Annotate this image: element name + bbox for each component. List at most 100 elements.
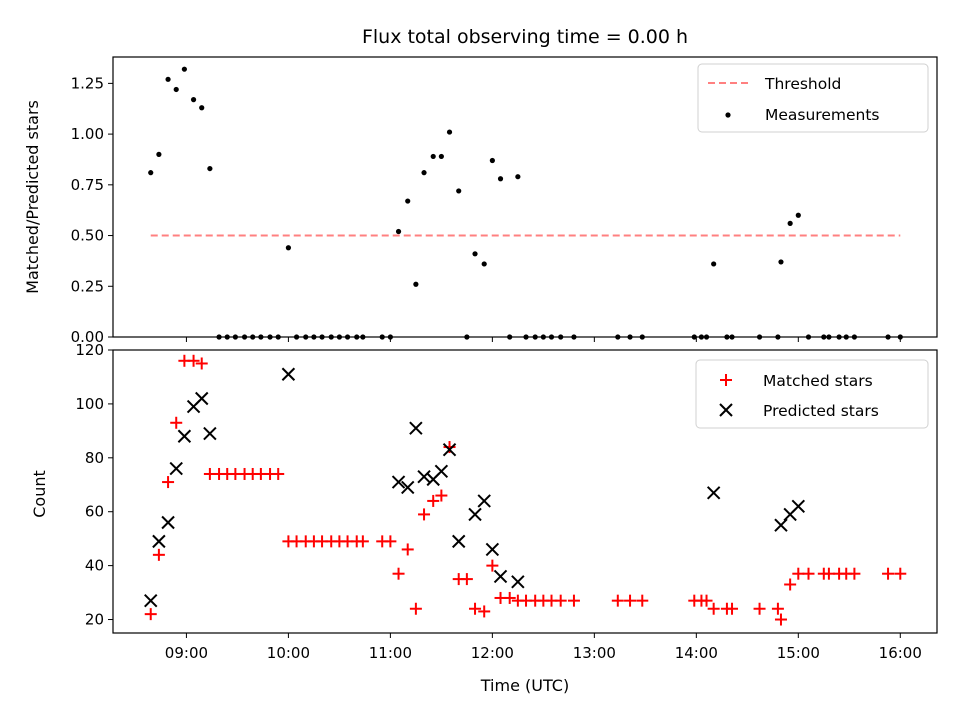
- bottom-plot-frame: [112, 349, 938, 634]
- predicted-star-point: [195, 391, 209, 406]
- bottom-x-tick-label: 09:00: [165, 644, 208, 662]
- measurement-point: [795, 212, 801, 218]
- matched-star-point: [848, 567, 861, 580]
- top-plot-frame: [112, 56, 938, 338]
- predicted-star-point: [791, 499, 806, 514]
- bottom-legend: Matched stars Predicted stars: [695, 359, 929, 429]
- top-y-tick-label: 0.75: [71, 176, 104, 194]
- top-y-tick-label: 0.25: [71, 277, 104, 295]
- predicted-stars-layer: [144, 367, 806, 608]
- top-y-axis-label: Matched/Predicted stars: [23, 100, 42, 294]
- bottom-x-tick-label: 10:00: [267, 644, 310, 662]
- bottom-y-axis-label: Count: [30, 470, 49, 518]
- predicted-star-point: [434, 464, 449, 478]
- bottom-y-tick-label: 80: [85, 449, 104, 467]
- matched-star-point: [272, 467, 285, 480]
- matched-star-point: [384, 535, 397, 548]
- bottom-x-tick-label: 14:00: [675, 644, 718, 662]
- matched-star-point: [822, 567, 835, 580]
- predicted-star-point: [477, 494, 491, 508]
- measurement-point: [181, 66, 187, 72]
- legend-matched-swatch: [720, 374, 732, 386]
- predicted-star-point: [144, 593, 158, 608]
- measurement-point: [421, 170, 427, 176]
- measurement-point: [156, 151, 162, 157]
- measurement-point: [395, 228, 402, 235]
- legend-predicted-swatch: [719, 403, 733, 417]
- chart-title: Flux total observing time = 0.00 h: [362, 26, 688, 48]
- measurement-point: [711, 261, 717, 267]
- predicted-star-point: [511, 575, 525, 589]
- measurement-point: [165, 76, 171, 82]
- matched-star-point: [726, 602, 739, 615]
- predicted-star-point: [485, 542, 500, 557]
- predicted-star-point: [493, 569, 508, 584]
- measurement-point: [497, 176, 504, 182]
- measurement-point: [190, 97, 197, 103]
- bottom-y-tick-label: 40: [85, 557, 104, 575]
- predicted-star-point: [161, 515, 175, 530]
- predicted-star-point: [281, 367, 296, 381]
- matched-star-point: [771, 602, 784, 615]
- measurement-point: [285, 245, 292, 251]
- bottom-x-tick-label: 12:00: [471, 644, 514, 662]
- measurement-point: [456, 188, 462, 194]
- matched-star-point: [170, 416, 183, 429]
- measurement-point: [515, 174, 521, 180]
- predicted-star-point: [177, 429, 192, 443]
- matched-star-point: [435, 489, 448, 502]
- matched-star-point: [792, 567, 805, 580]
- bottom-x-ticks: 09:00 10:00 11:00 12:00 13:00 14:00 15:00 16:00: [165, 633, 922, 662]
- matched-star-point: [162, 476, 175, 489]
- matched-stars-layer: [144, 354, 907, 626]
- measurement-point: [438, 153, 444, 160]
- predicted-star-point: [442, 443, 457, 457]
- top-legend-box: [697, 63, 929, 133]
- matched-star-point: [611, 594, 624, 607]
- matched-star-point: [700, 594, 713, 607]
- bottom-x-tick-label: 11:00: [369, 644, 412, 662]
- predicted-star-point: [468, 507, 482, 522]
- legend-threshold-label: Threshold: [764, 75, 841, 93]
- matched-star-point: [554, 594, 567, 607]
- top-y-tick-label: 1.25: [71, 74, 104, 92]
- matched-star-point: [636, 594, 649, 607]
- measurement-point: [173, 86, 179, 93]
- bottom-y-ticks: 20 40 60 80 100 120: [75, 341, 113, 629]
- matched-star-point: [894, 567, 907, 580]
- bottom-legend-box: [695, 359, 929, 429]
- matched-star-point: [418, 508, 431, 521]
- bottom-y-tick-label: 120: [75, 341, 104, 359]
- predicted-star-point: [774, 518, 788, 532]
- matched-star-point: [187, 354, 200, 367]
- predicted-star-point: [152, 534, 166, 549]
- matched-star-point: [486, 559, 499, 572]
- predicted-star-point: [409, 421, 423, 435]
- predicted-star-point: [203, 426, 217, 441]
- top-y-tick-label: 0.50: [71, 227, 104, 245]
- matched-star-point: [144, 608, 157, 621]
- measurement-point: [413, 281, 419, 287]
- matched-star-point: [356, 535, 369, 548]
- matched-star-point: [427, 494, 440, 507]
- measurement-point: [199, 105, 205, 111]
- matched-star-point: [774, 613, 787, 626]
- bottom-x-tick-label: 15:00: [777, 644, 820, 662]
- bottom-y-tick-label: 20: [85, 611, 104, 629]
- legend-measurements-label: Measurements: [765, 106, 880, 124]
- matched-star-point: [401, 543, 414, 556]
- matched-star-point: [195, 357, 208, 370]
- bottom-x-tick-label: 13:00: [573, 644, 616, 662]
- measurement-point: [489, 157, 495, 164]
- matched-star-point: [624, 594, 637, 607]
- matched-star-point: [152, 548, 165, 561]
- measurement-point: [148, 170, 154, 176]
- measurement-point: [446, 129, 453, 135]
- matched-star-point: [392, 567, 405, 580]
- top-legend: Threshold Measurements: [697, 63, 929, 133]
- matched-star-point: [707, 602, 720, 615]
- matched-star-point: [784, 578, 797, 591]
- measurement-point: [778, 259, 784, 265]
- predicted-star-point: [169, 461, 183, 476]
